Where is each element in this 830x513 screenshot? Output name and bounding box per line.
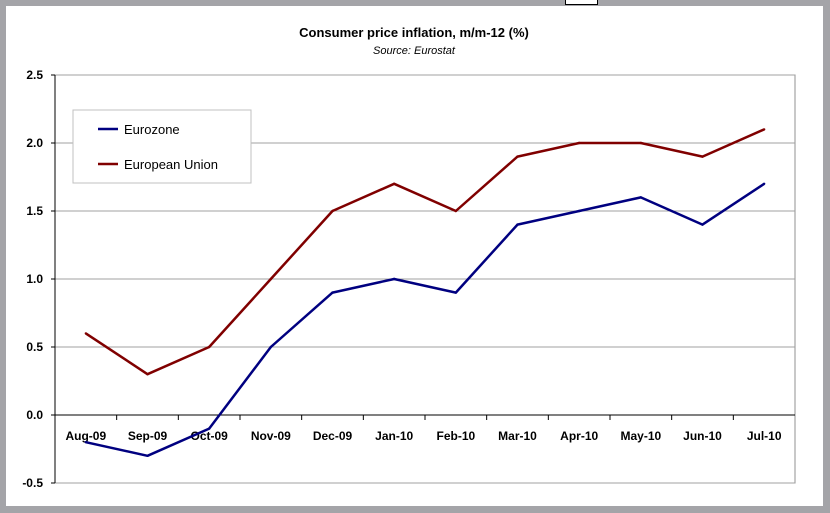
data-point — [762, 182, 766, 185]
data-point — [84, 441, 88, 444]
y-tick-label: 2.0 — [26, 136, 43, 150]
x-tick-label: Jul-10 — [747, 429, 782, 443]
x-tick-label: Aug-09 — [65, 429, 106, 443]
x-tick-label: Mar-10 — [498, 429, 537, 443]
x-tick-label: Sep-09 — [128, 429, 168, 443]
data-point — [392, 277, 396, 281]
x-tick-label: May-10 — [620, 429, 661, 443]
data-point — [701, 223, 704, 226]
data-point — [639, 196, 643, 199]
data-point — [146, 373, 149, 376]
x-tick-label: Nov-09 — [251, 429, 291, 443]
data-point — [454, 209, 458, 213]
y-tick-label: 0.5 — [26, 340, 43, 354]
y-tick-label: 0.0 — [26, 408, 43, 422]
x-tick-label: Feb-10 — [436, 429, 475, 443]
data-point — [577, 209, 581, 213]
x-tick-label: Apr-10 — [560, 429, 598, 443]
data-point — [269, 345, 273, 349]
series-line-european-union — [85, 128, 765, 376]
legend: Eurozone European Union — [72, 109, 252, 184]
x-tick-label: Jun-10 — [683, 429, 722, 443]
x-tick-label: Dec-09 — [313, 429, 353, 443]
window-handle — [565, 0, 598, 5]
chart-title: Consumer price inflation, m/m-12 (%) — [299, 25, 529, 40]
data-point — [577, 141, 581, 145]
x-tick-label: Jan-10 — [375, 429, 413, 443]
legend-label-eurozone: Eurozone — [124, 122, 180, 137]
data-point — [762, 128, 766, 131]
data-point — [146, 454, 149, 457]
data-point — [84, 332, 88, 335]
data-point — [207, 345, 211, 349]
data-point — [392, 182, 396, 185]
data-point — [639, 141, 643, 145]
data-point — [454, 291, 458, 294]
y-tick-label: 1.0 — [26, 272, 43, 286]
data-point — [701, 155, 704, 158]
chart-subtitle: Source: Eurostat — [373, 45, 456, 57]
y-tick-label: 1.5 — [26, 204, 43, 218]
data-point — [516, 155, 519, 158]
data-point — [516, 223, 519, 226]
legend-box — [72, 109, 252, 184]
y-tick-label: -0.5 — [22, 476, 43, 490]
data-point — [331, 209, 334, 213]
legend-label-european-union: European Union — [124, 157, 218, 172]
y-tick-label: 2.5 — [26, 68, 43, 82]
x-tick-label: Oct-09 — [190, 429, 228, 443]
data-point — [331, 291, 334, 294]
data-point — [269, 277, 273, 281]
data-point — [207, 427, 211, 430]
series-line-eurozone — [85, 182, 765, 458]
